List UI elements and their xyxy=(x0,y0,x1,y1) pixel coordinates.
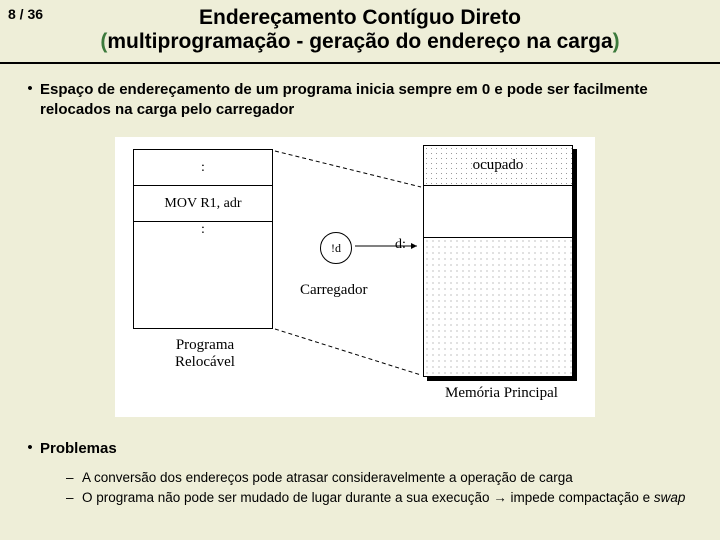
memory-box: ocupado xyxy=(423,145,573,377)
problems-list: – A conversão dos endereços pode atrasar… xyxy=(66,469,690,507)
bullet-marker: • xyxy=(20,439,40,456)
problem-0-text: A conversão dos endereços pode atrasar c… xyxy=(82,469,573,487)
prog-row-1: MOV R1, adr xyxy=(134,186,272,222)
bullet-problems: • Problemas xyxy=(20,439,690,459)
bullet-marker: • xyxy=(20,80,40,97)
problem-1-text: O programa não pode ser mudado de lugar … xyxy=(82,489,685,507)
program-label-l2: Relocável xyxy=(175,354,235,370)
program-label-l1: Programa xyxy=(176,337,234,353)
dash-marker: – xyxy=(66,489,82,507)
dash-marker: – xyxy=(66,469,82,487)
memory-label: Memória Principal xyxy=(445,385,558,402)
memory-segment-free xyxy=(424,238,572,376)
problem-item-0: – A conversão dos endereços pode atrasar… xyxy=(66,469,690,487)
bullet-1: • Espaço de endereçamento de um programa… xyxy=(20,80,690,119)
problems-section: • Problemas – A conversão dos endereços … xyxy=(20,439,690,507)
problem-item-1: – O programa não pode ser mudado de luga… xyxy=(66,489,690,507)
prog-row-2: : xyxy=(134,222,272,238)
title-line-2: (multiprogramação - geração do endereço … xyxy=(0,30,720,54)
content-area: • Espaço de endereçamento de um programa… xyxy=(0,58,720,507)
figure: : MOV R1, adr : Programa Relocável !d Ca… xyxy=(115,137,595,417)
page-number: 8 / 36 xyxy=(8,6,43,22)
figure-container: : MOV R1, adr : Programa Relocável !d Ca… xyxy=(20,137,690,417)
prog-row-0: : xyxy=(134,150,272,186)
loader-circle: !d xyxy=(320,232,352,264)
title-line-1: Endereçamento Contíguo Direto xyxy=(0,6,720,30)
program-label: Programa Relocável xyxy=(145,337,265,370)
problems-heading: Problemas xyxy=(40,439,117,459)
memory-segment-gap xyxy=(424,186,572,238)
slide-title: Endereçamento Contíguo Direto (multiprog… xyxy=(0,0,720,58)
loader-label: Carregador xyxy=(300,282,367,299)
title-underline xyxy=(0,62,720,64)
title-mid: multiprogramação - geração do endereço n… xyxy=(107,30,612,53)
program-box: : MOV R1, adr : xyxy=(133,149,273,329)
title-paren-close: ) xyxy=(613,30,620,53)
memory-d-label: d: xyxy=(395,237,406,253)
bullet-1-text: Espaço de endereçamento de um programa i… xyxy=(40,80,690,119)
memory-segment-occupied: ocupado xyxy=(424,146,572,186)
